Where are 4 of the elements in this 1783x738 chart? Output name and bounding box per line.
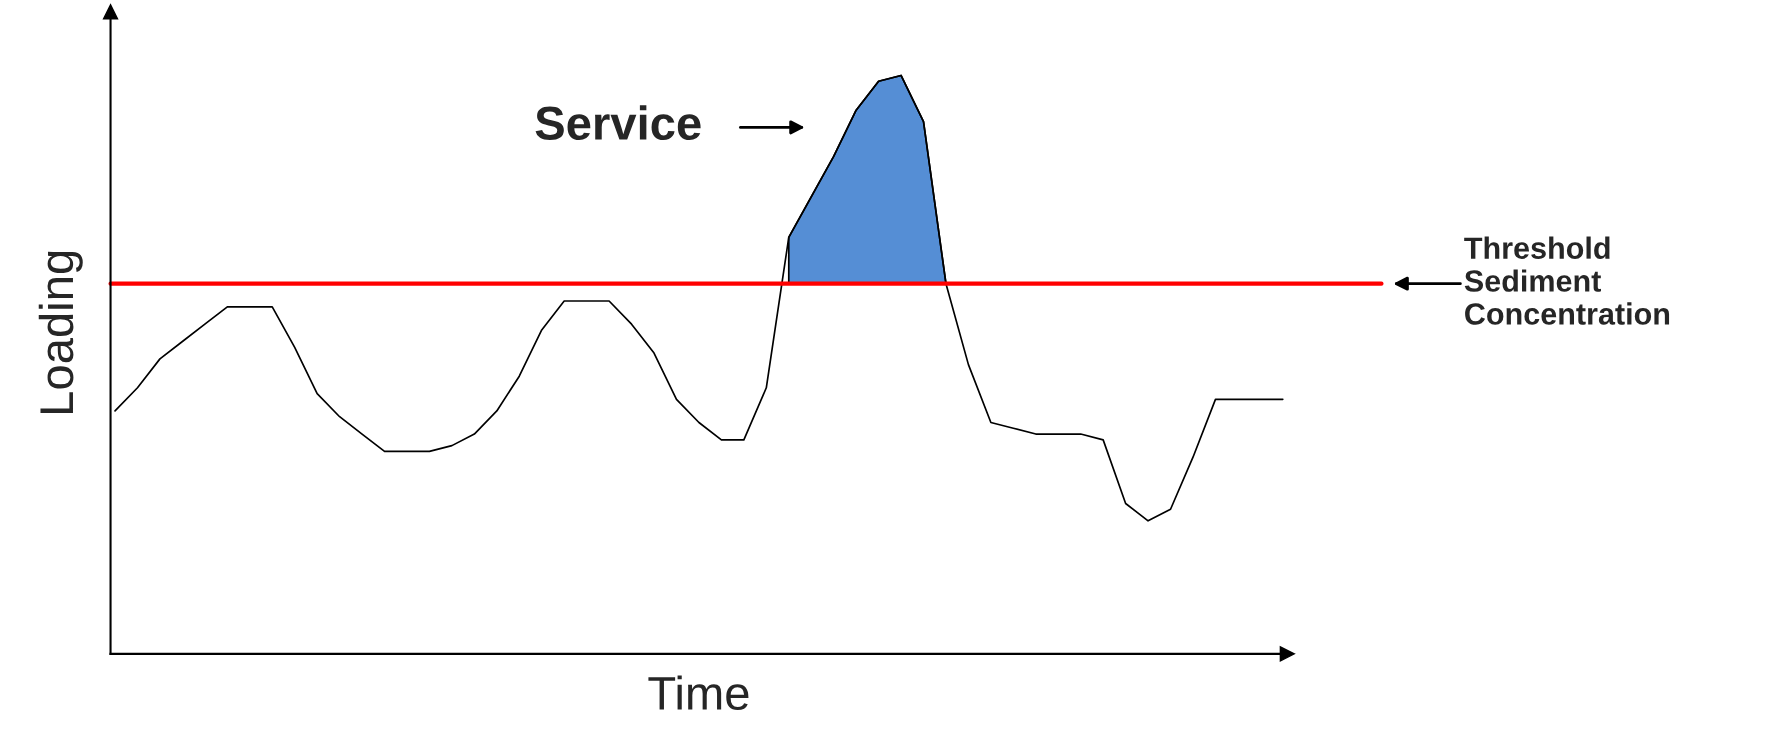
x-axis-title: Time bbox=[648, 675, 749, 711]
ref-line-label: Threshold Sediment Concentration bbox=[1464, 236, 1670, 325]
annotation: Service bbox=[535, 105, 701, 141]
y-axis-title: Loading bbox=[38, 251, 83, 413]
